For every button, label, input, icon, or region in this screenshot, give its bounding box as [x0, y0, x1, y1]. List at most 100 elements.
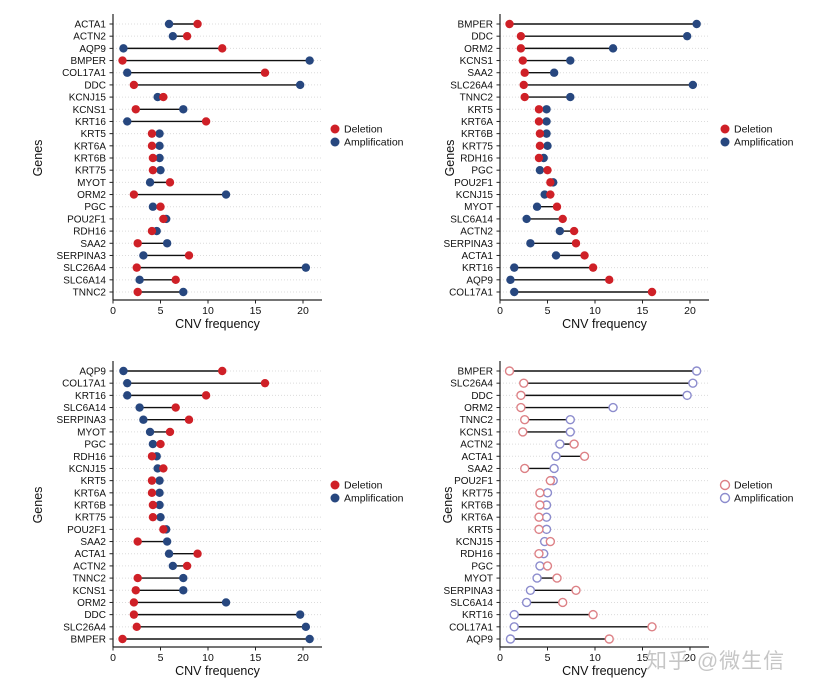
- x-tick-label: 5: [158, 305, 164, 317]
- deletion-dot: [534, 512, 544, 522]
- deletion-dot: [182, 31, 192, 41]
- amplification-dot: [510, 263, 519, 272]
- gene-label: KRT75: [75, 166, 106, 177]
- gene-label: SLC26A4: [450, 80, 493, 91]
- deletion-dot: [165, 178, 175, 187]
- gene-label: PGC: [84, 440, 106, 451]
- deletion-dot: [535, 141, 545, 151]
- gene-label: KCNS1: [460, 56, 494, 67]
- deletion-dot: [193, 19, 202, 29]
- x-axis-title: CNV frequency: [562, 317, 648, 331]
- deletion-dot: [147, 141, 157, 151]
- deletion-dot: [546, 190, 555, 199]
- amplification-dot: [506, 275, 515, 285]
- amplification-dot: [119, 366, 128, 376]
- gene-label: SLC6A14: [450, 214, 493, 225]
- deletion-dot: [118, 56, 127, 65]
- amplification-dot: [535, 561, 545, 571]
- deletion-dot: [129, 598, 139, 607]
- amplification-dot: [123, 391, 132, 400]
- gene-label: KCNS1: [73, 105, 107, 116]
- panel-top-right: BMPERDDCORM2KCNS1SAA2SLC26A4TNNC2KRT5KRT…: [443, 14, 794, 331]
- gene-label: KRT5: [468, 105, 494, 116]
- amplification-dot: [156, 165, 165, 175]
- x-tick-label: 0: [497, 652, 503, 664]
- deletion-dot: [569, 439, 579, 449]
- gene-label: RDH16: [460, 154, 493, 165]
- deletion-dot: [131, 586, 140, 595]
- gene-label: ACTA1: [75, 20, 107, 31]
- gene-label: KCNS1: [73, 586, 107, 597]
- gene-label: TNNC2: [460, 415, 494, 426]
- deletion-dot: [132, 263, 141, 272]
- deletion-dot: [546, 178, 555, 187]
- amplification-dot: [155, 476, 164, 485]
- amplification-dot: [509, 609, 519, 620]
- deletion-dot: [171, 403, 180, 412]
- y-axis-title: Genes: [31, 487, 45, 524]
- deletion-dot: [147, 476, 157, 485]
- gene-label: SERPINA3: [57, 415, 107, 426]
- deletion-dot: [534, 105, 544, 114]
- gene-label: KRT16: [75, 117, 106, 128]
- deletion-dot: [647, 287, 657, 297]
- amplification-dot: [688, 378, 698, 388]
- x-axis-title: CNV frequency: [562, 664, 648, 678]
- deletion-dot: [218, 44, 227, 53]
- amplification-dot: [168, 31, 178, 41]
- gene-label: MYOT: [464, 202, 493, 213]
- deletion-dot: [534, 524, 544, 535]
- amplification-dot: [156, 512, 165, 522]
- gene-label: MYOT: [464, 574, 493, 585]
- deletion-dot: [133, 573, 142, 583]
- x-axis-title: CNV frequency: [175, 664, 261, 678]
- gene-label: KCNJ15: [69, 93, 107, 104]
- amplification-dot: [535, 165, 545, 175]
- gene-label: KRT16: [75, 391, 106, 402]
- amplification-dot: [179, 573, 188, 583]
- gene-label: PGC: [471, 166, 493, 177]
- gene-label: KRT5: [81, 476, 107, 487]
- gene-label: KRT5: [468, 525, 494, 536]
- gene-label: KRT5: [81, 129, 107, 140]
- amplification-dot: [542, 105, 551, 114]
- legend-deletion-marker: [719, 479, 731, 491]
- legend-amplification-label: Amplification: [344, 493, 404, 505]
- gene-label: MYOT: [77, 427, 106, 438]
- amplification-dot: [221, 190, 231, 199]
- amplification-dot: [301, 622, 311, 632]
- x-tick-label: 10: [589, 305, 601, 317]
- amplification-dot: [305, 634, 314, 644]
- deletion-dot: [148, 500, 158, 510]
- gene-label: KCNJ15: [456, 537, 494, 548]
- deletion-dot: [182, 561, 192, 571]
- deletion-dot: [534, 549, 544, 559]
- amplification-dot: [123, 117, 132, 126]
- amplification-dot: [505, 634, 516, 644]
- amplification-dot: [555, 439, 565, 449]
- x-tick-label: 10: [589, 652, 601, 664]
- amplification-dot: [682, 31, 692, 41]
- x-tick-label: 15: [637, 305, 649, 317]
- amplification-dot: [549, 463, 559, 474]
- gene-label: ACTA1: [75, 549, 107, 560]
- gene-label: SERPINA3: [444, 586, 494, 597]
- gene-label: BMPER: [70, 635, 106, 646]
- legend-amplification-marker: [719, 492, 731, 504]
- deletion-dot: [156, 202, 165, 211]
- gene-label: COL17A1: [62, 68, 106, 79]
- deletion-dot: [516, 31, 526, 41]
- gene-label: KRT6A: [461, 513, 493, 524]
- gene-label: AQP9: [79, 367, 106, 378]
- deletion-dot: [545, 536, 556, 547]
- legend-deletion-marker: [330, 124, 340, 134]
- gene-label: ACTN2: [460, 227, 493, 238]
- amplification-dot: [555, 226, 565, 236]
- amplification-dot: [532, 573, 542, 583]
- deletion-dot: [505, 19, 514, 29]
- amplification-dot: [148, 202, 158, 211]
- deletion-dot: [147, 226, 157, 236]
- amplification-dot: [155, 141, 164, 151]
- deletion-dot: [588, 263, 598, 272]
